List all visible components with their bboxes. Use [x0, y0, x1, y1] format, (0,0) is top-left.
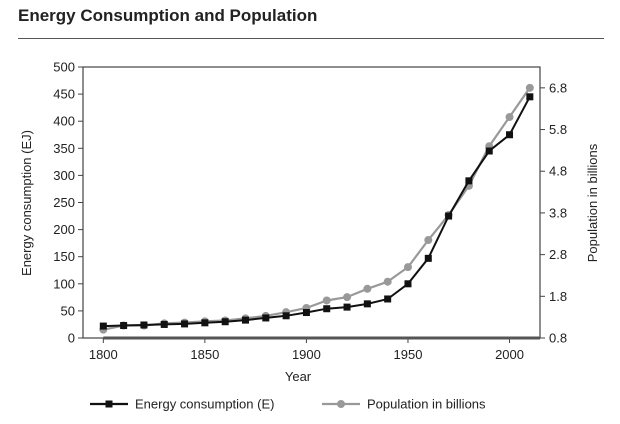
energy-point-1890: [282, 312, 290, 320]
y2-tick-label-3: 3.8: [549, 205, 567, 220]
plot-frame: [82, 66, 541, 339]
population-point-1950: [403, 263, 412, 272]
title-divider: [18, 38, 604, 39]
x-tick-label-2: 1900: [292, 347, 321, 362]
y2-axis-label: Population in billions: [585, 143, 600, 262]
energy-series-line: [103, 96, 531, 328]
energy-point-1970: [445, 212, 453, 220]
y-tick-label-1: 50: [61, 303, 75, 318]
legend-energy-label: Energy consumption (E): [135, 397, 274, 412]
energy-point-1830: [160, 320, 168, 328]
energy-point-1820: [140, 321, 148, 329]
x-axis-label: Year: [285, 369, 312, 384]
y-tick-label-4: 200: [53, 222, 75, 237]
energy-point-1930: [363, 300, 371, 308]
energy-point-1960: [424, 254, 432, 262]
y-tick-label-5: 250: [53, 195, 75, 210]
x-tick-label-4: 2000: [495, 347, 524, 362]
legend-population-label: Population in billions: [367, 397, 486, 412]
energy-point-1920: [343, 303, 351, 311]
energy-point-1950: [404, 280, 412, 288]
y-tick-label-10: 500: [53, 60, 75, 75]
energy-point-1990: [485, 147, 493, 155]
chart-title: Energy Consumption and Population: [18, 6, 318, 25]
y2-tick-label-5: 5.8: [549, 122, 567, 137]
y2-tick-label-1: 1.8: [549, 289, 567, 304]
y2-tick-label-6: 6.8: [549, 80, 567, 95]
population-point-1910: [322, 296, 331, 305]
y-tick-label-6: 300: [53, 168, 75, 183]
energy-point-1840: [181, 320, 189, 328]
energy-point-1800: [99, 322, 107, 330]
population-point-2000: [505, 113, 514, 122]
population-point-1960: [424, 236, 433, 245]
y2-tick-label-0: 0.8: [549, 331, 567, 346]
population-point-1920: [343, 293, 352, 302]
energy-point-1980: [465, 177, 473, 185]
energy-point-1810: [120, 322, 128, 330]
x-tick-label-3: 1950: [394, 347, 423, 362]
population-point-1940: [383, 277, 392, 286]
y2-tick-label-2: 2.8: [549, 247, 567, 262]
y-tick-label-2: 100: [53, 276, 75, 291]
energy-point-2000: [506, 131, 514, 139]
energy-point-1880: [262, 314, 270, 322]
energy-point-1940: [384, 295, 392, 303]
y2-tick-label-4: 4.8: [549, 164, 567, 179]
population-point-2010: [525, 83, 534, 92]
y-tick-label-3: 150: [53, 249, 75, 264]
energy-point-1910: [323, 305, 331, 313]
y-tick-label-0: 0: [68, 331, 75, 346]
energy-point-1900: [302, 309, 310, 317]
y-tick-label-8: 400: [53, 114, 75, 129]
x-tick-label-1: 1850: [190, 347, 219, 362]
population-point-1930: [363, 284, 372, 293]
legend-energy-marker: [105, 400, 113, 408]
x-tick-label-0: 1800: [89, 347, 118, 362]
population-series-line: [103, 87, 531, 331]
y-axis-label: Energy consumption (EJ): [19, 130, 34, 276]
y-tick-label-7: 350: [53, 141, 75, 156]
energy-point-1860: [221, 318, 229, 326]
energy-point-1870: [241, 316, 249, 324]
legend-population-marker: [337, 400, 345, 408]
energy-point-1850: [201, 319, 209, 327]
y-tick-label-9: 450: [53, 87, 75, 102]
energy-point-2010: [526, 93, 534, 101]
